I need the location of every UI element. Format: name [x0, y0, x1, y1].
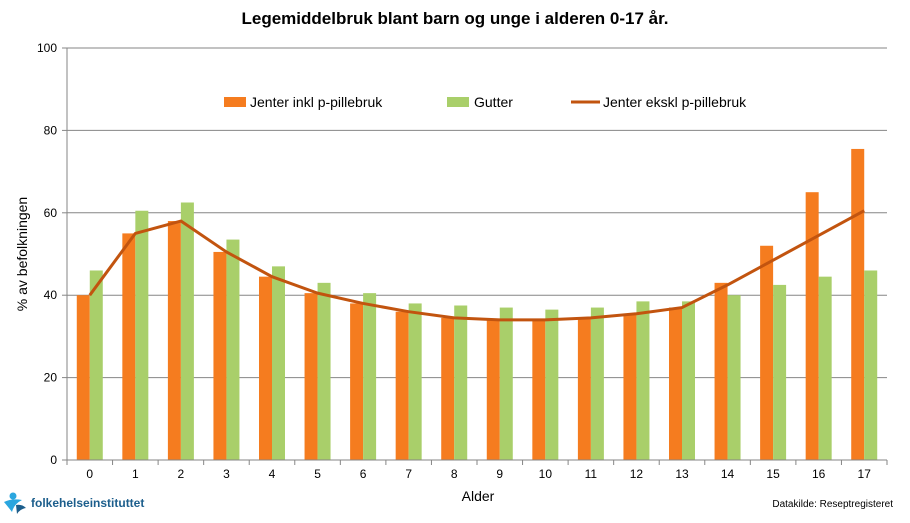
x-tick-label: 10: [539, 467, 553, 481]
bar-gutter-7: [408, 303, 422, 460]
x-tick-label: 12: [630, 467, 644, 481]
x-tick-label: 8: [451, 467, 458, 481]
legend-label-jenter-ekskl: Jenter ekskl p-pillebruk: [603, 94, 747, 110]
bar-jenter-inkl-2: [167, 221, 181, 460]
x-tick-label: 17: [858, 467, 872, 481]
x-tick-label: 1: [132, 467, 139, 481]
legend-label-gutter: Gutter: [474, 94, 513, 110]
bar-jenter-inkl-15: [760, 245, 774, 460]
x-tick-label: 9: [496, 467, 503, 481]
y-axis-label: % av befolkningen: [14, 197, 30, 311]
y-tick-label: 80: [44, 123, 58, 137]
fhi-logo-icon: [4, 492, 26, 514]
x-tick-label: 13: [675, 467, 689, 481]
chart-title: Legemiddelbruk blant barn og unge i alde…: [242, 9, 669, 28]
bar-gutter-0: [89, 270, 103, 460]
bar-jenter-inkl-7: [395, 311, 409, 460]
bar-jenter-inkl-16: [805, 192, 819, 460]
x-tick-label: 0: [86, 467, 93, 481]
bar-gutter-1: [135, 210, 149, 460]
bar-jenter-inkl-14: [714, 282, 728, 460]
x-axis-label: Alder: [462, 488, 495, 504]
fhi-logo-text: folkehelseinstituttet: [31, 496, 144, 510]
y-tick-label: 20: [44, 371, 58, 385]
bar-jenter-inkl-0: [76, 295, 90, 460]
x-tick-label: 3: [223, 467, 230, 481]
x-tick-label: 15: [766, 467, 780, 481]
bars: [76, 148, 878, 460]
x-tick-label: 11: [585, 467, 598, 481]
bar-gutter-4: [272, 266, 285, 460]
y-axis-ticks: 0 20 40 60 80 100: [37, 41, 67, 467]
bar-jenter-inkl-9: [486, 319, 500, 460]
x-tick-label: 7: [405, 467, 412, 481]
gridlines: [67, 47, 887, 379]
bar-gutter-9: [499, 307, 513, 460]
bar-gutter-6: [363, 293, 377, 460]
x-tick-label: 2: [178, 467, 185, 481]
bar-jenter-inkl-3: [213, 251, 227, 460]
legend-label-jenter-inkl: Jenter inkl p-pillebruk: [250, 94, 383, 110]
y-tick-label: 100: [37, 41, 57, 55]
bar-gutter-10: [545, 309, 559, 460]
legend: Jenter inkl p-pillebruk Gutter Jenter ek…: [224, 94, 747, 110]
y-tick-label: 0: [50, 453, 57, 467]
bar-jenter-inkl-5: [304, 293, 318, 460]
x-tick-label: 4: [269, 467, 276, 481]
bar-gutter-11: [590, 307, 604, 460]
bar-jenter-inkl-12: [623, 313, 637, 460]
bar-jenter-inkl-8: [441, 317, 455, 460]
x-tick-label: 14: [721, 467, 735, 481]
bar-gutter-15: [773, 284, 787, 460]
bar-gutter-12: [636, 301, 650, 460]
bar-jenter-inkl-10: [532, 319, 546, 460]
legend-swatch-gutter: [447, 97, 469, 107]
bar-jenter-inkl-13: [669, 307, 682, 460]
bar-jenter-inkl-1: [122, 233, 136, 460]
legend-swatch-jenter-inkl: [224, 97, 246, 107]
bar-gutter-14: [727, 295, 741, 460]
bar-jenter-inkl-6: [350, 303, 364, 460]
bar-gutter-13: [682, 301, 695, 460]
data-source: Datakilde: Reseptregisteret: [772, 499, 893, 510]
y-tick-label: 60: [44, 206, 58, 220]
x-axis-ticks: 0 1 2 3 4 5 6 7 8 9 10 11 12 13 14 15 16 17: [66, 460, 888, 481]
bar-gutter-5: [317, 282, 331, 460]
bar-jenter-inkl-11: [577, 317, 591, 460]
series-line: [88, 209, 865, 322]
line-jenter-ekskl: [88, 209, 865, 322]
bar-jenter-inkl-4: [259, 276, 272, 460]
bar-jenter-inkl-17: [851, 148, 865, 460]
bar-gutter-16: [818, 276, 832, 460]
x-tick-label: 16: [812, 467, 826, 481]
bar-gutter-17: [864, 270, 878, 460]
bar-gutter-8: [454, 305, 468, 460]
bar-gutter-2: [180, 202, 194, 460]
x-tick-label: 6: [360, 467, 367, 481]
x-tick-label: 5: [314, 467, 321, 481]
y-tick-label: 40: [44, 288, 58, 302]
bar-gutter-3: [226, 239, 240, 460]
fhi-logo: folkehelseinstituttet: [4, 492, 144, 514]
